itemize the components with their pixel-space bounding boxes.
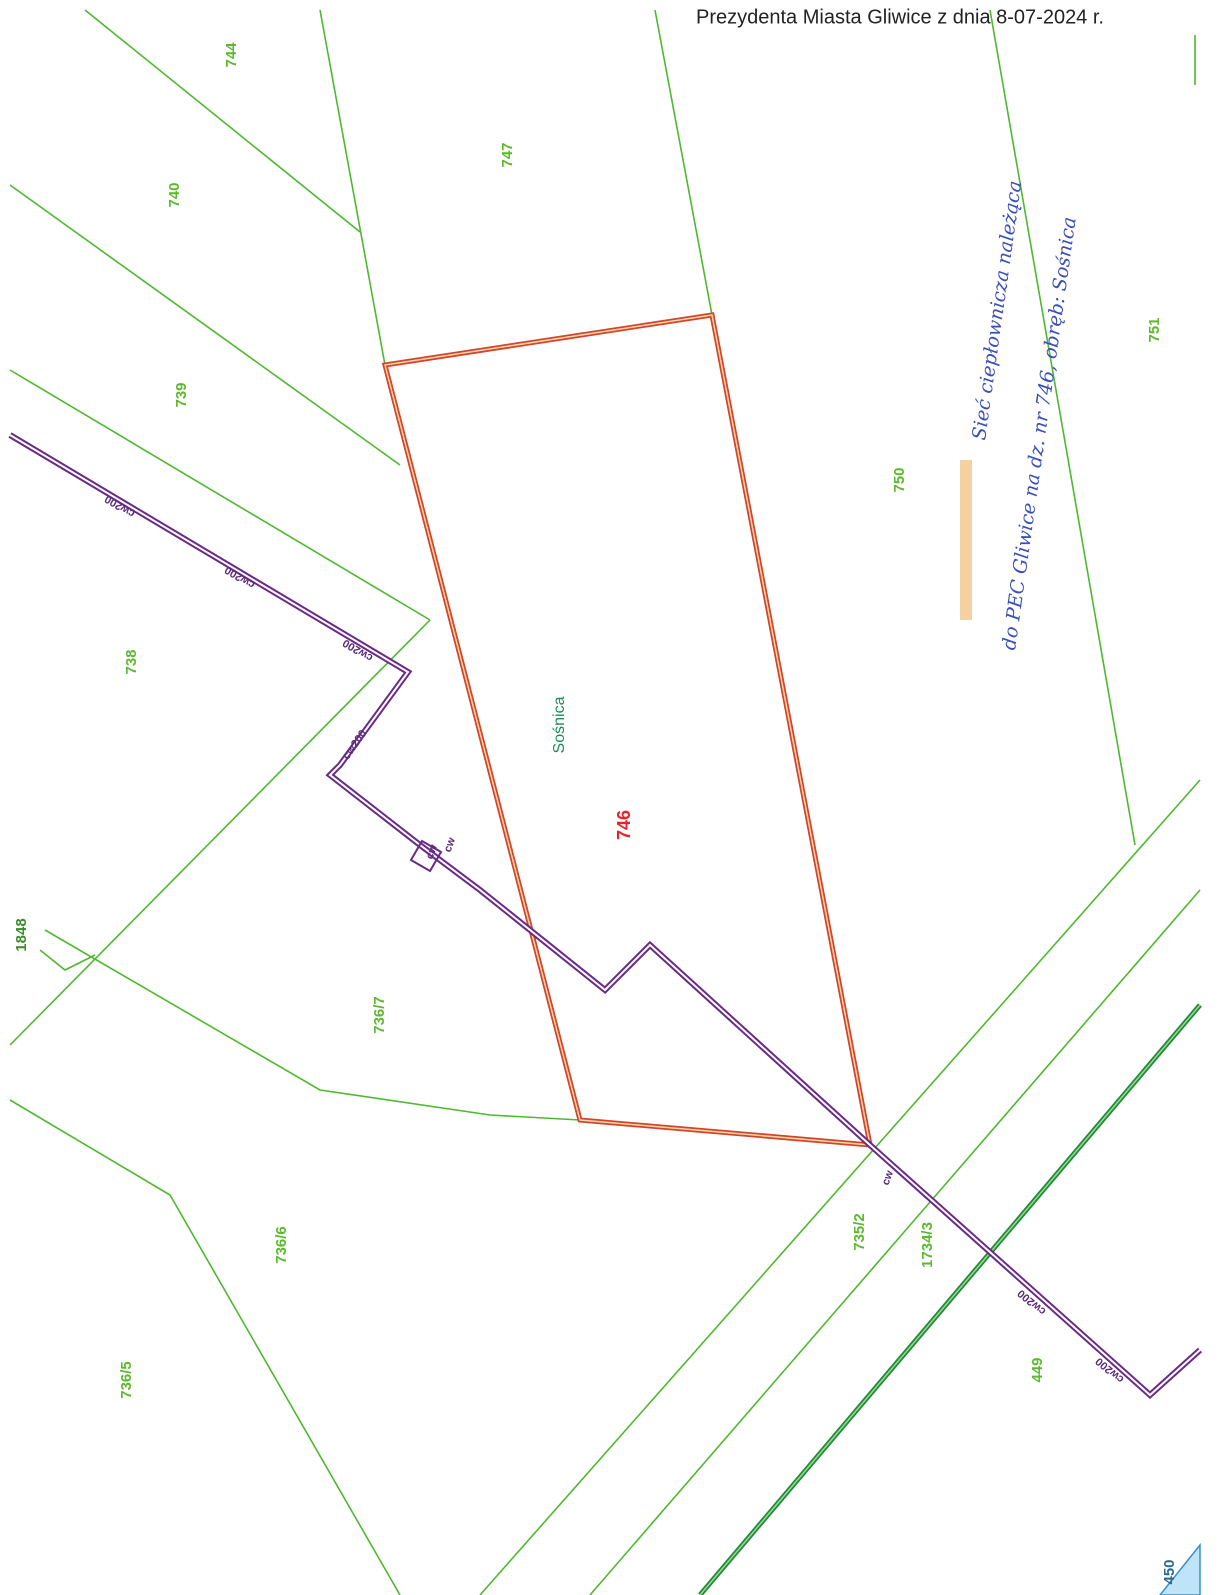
parcel-label: 736/7 bbox=[371, 996, 388, 1034]
parcel-label: 747 bbox=[499, 142, 516, 167]
header: Prezydenta Miasta Gliwice z dnia 8-07-20… bbox=[696, 6, 1104, 28]
map: Prezydenta Miasta Gliwice z dnia 8-07-20… bbox=[0, 0, 1223, 1595]
parcel-label: 738 bbox=[123, 649, 140, 674]
parcel-label: 736/6 bbox=[273, 1226, 290, 1264]
pipe-label: cw bbox=[880, 1169, 896, 1187]
parcel-label: 746 bbox=[614, 810, 634, 840]
handwritten-note: Sieć ciepłownicza należąca bbox=[968, 179, 1026, 441]
parcel-label: 739 bbox=[173, 382, 190, 407]
pipe-label: cw bbox=[442, 836, 458, 854]
parcel-746-outline bbox=[385, 315, 870, 1145]
parcel-label: 1734/3 bbox=[919, 1222, 936, 1268]
parcel-label: 1848 bbox=[13, 918, 30, 951]
parcel-label: 736/5 bbox=[118, 1361, 135, 1399]
pipe-label: cw200 bbox=[341, 728, 370, 762]
parcel-label: 450 bbox=[1161, 1559, 1178, 1584]
parcel-label: 751 bbox=[1146, 317, 1163, 342]
place-name: Sośnica bbox=[551, 696, 568, 753]
parcel-label: 750 bbox=[891, 467, 908, 492]
parcel-boundaries bbox=[10, 10, 1200, 1595]
parcel-label: 740 bbox=[166, 182, 183, 207]
parcel-label: 744 bbox=[223, 42, 240, 68]
parcel-label: 449 bbox=[1029, 1357, 1046, 1382]
parcel-label: 735/2 bbox=[851, 1213, 868, 1251]
